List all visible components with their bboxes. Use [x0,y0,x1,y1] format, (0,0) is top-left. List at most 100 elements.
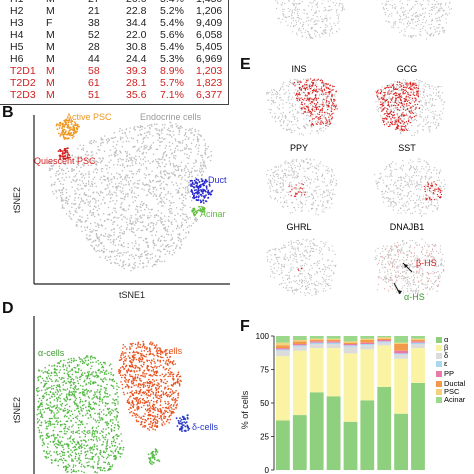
panel-b-tsne: Active PSC Quiescent PSC Endocrine cells… [12,112,230,300]
table-cell-bmi: 24.4 [126,53,147,65]
label-endocrine: Endocrine cells [140,112,202,122]
table-cell-hba1c: 7.1% [160,89,184,101]
y-tick-label: 75 [260,366,269,375]
legend-label: PSC [444,387,460,396]
bar-segment [360,345,375,350]
bar-segment [394,413,408,470]
bar-segment [309,341,324,343]
table-cell-id: H3 [10,17,24,29]
ins-map-expr [292,78,338,127]
bar-segment [394,342,408,344]
bar-segment [377,342,392,346]
bar-segment [276,356,290,421]
table-row: T2D3 M 51 35.6 7.1% 6,377 [6,89,228,101]
bar-segment [360,400,375,470]
quiescent-psc-cluster [57,147,71,160]
table-cell-id: T2D3 [10,89,36,101]
legend-swatch [436,397,442,403]
panel-e-expression-grid: INS GCG PPY SST GHRL DNAJB1 β-HS α-HS [266,0,452,302]
bar-segment [411,344,425,348]
bar-segment [377,336,392,338]
y-tick-label: 0 [265,466,270,474]
table-cell-bmi: 22.8 [126,5,147,17]
sst-map-bg [374,158,446,217]
table-cell-bmi: 39.3 [126,65,147,77]
bar-segment [394,350,408,354]
legend-swatch [436,353,442,359]
table-cell-cells: 9,409 [196,17,223,29]
bar-segment [292,346,307,351]
table-cell-cells: 1,206 [196,5,223,17]
table-cell-bmi: 28.1 [126,77,147,89]
bar-segment [411,340,425,342]
table-cell-bmi: 34.4 [126,17,147,29]
label-active-psc: Active PSC [66,112,112,122]
ppy-map-expr [288,183,306,197]
panel-b-xlabel: tSNE1 [119,290,145,300]
panel-f-ylabel: % of cells [240,390,250,429]
panel-f-chart-area: 0 25 50 75 100 [256,332,425,474]
gene-label-gcg: GCG [397,64,418,74]
bar-segment [343,421,358,470]
panel-e-points [266,0,452,297]
bar-segment [309,342,324,344]
panel-d-points [36,340,191,474]
bar-segment [276,349,290,351]
table-cell-age: 44 [88,53,100,65]
y-tick-label: 25 [260,433,269,442]
bar-segment [292,341,307,345]
annotation-alpha-hs: α-HS [404,292,425,302]
table-cell-age: 58 [88,65,100,77]
table-cell-sex: M [46,53,55,65]
table-cell-hba1c: 5.3% [160,53,184,65]
panel-b-ylabel: tSNE2 [12,187,22,213]
panel-b-letter: B [2,104,14,121]
table-cell-sex: M [46,77,55,89]
bar-segment [326,340,341,342]
table-cell-id: H6 [10,53,24,65]
gene-label-sst: SST [398,143,416,153]
bar-segment [276,342,290,346]
legend-label: Acinar [444,395,466,404]
table-row: H6 M 44 24.4 5.3% 6,969 [6,53,228,65]
table-cell-hba1c: 5.6% [160,29,184,41]
bar-segment [292,350,307,415]
donor-table: H1 M 27 20.6 5.4% 1,450 H2 M 21 22.8 5.2% 1,206 H3 F 3… [6,0,228,101]
gcg-map-expr [375,81,421,132]
bar-segment [360,349,375,401]
bar-segment [292,345,307,347]
table-cell-hba1c: 5.2% [160,5,184,17]
table-cell-hba1c: 5.4% [160,41,184,53]
bar-segment [292,415,307,470]
panel-d-tsne: α-cells β-cells δ-cells tSNE2 [12,316,219,474]
beta-cluster [117,340,182,431]
bar-segment [309,340,324,342]
legend-label: PP [444,369,454,378]
bar-segment [377,340,392,342]
table-cell-sex: M [46,65,55,77]
annotation-beta-hs: β-HS [416,258,437,268]
table-cell-bmi: 22.0 [126,29,147,41]
bar-segment [360,340,375,343]
sample-table-frame [0,0,229,105]
legend-label: α [444,335,449,344]
table-row: T2D2 M 61 28.1 5.7% 1,823 [6,77,228,89]
y-tick-label: 50 [260,399,269,408]
legend-label: Ductal [444,379,466,388]
panel-e-letter: E [240,56,251,73]
panel-f-bar-chart: 0 25 50 75 100 % of cells αβδεPPDuctalPSCAci… [240,332,466,474]
bar-segment [276,420,290,470]
table-cell-cells: 6,377 [196,89,223,101]
top-right-fragment-bg [381,0,452,40]
bar-segment [309,392,324,470]
bar-segment [394,358,408,414]
sst-map-expr [423,181,443,201]
table-cell-age: 38 [88,17,100,29]
legend-label: δ [444,351,448,360]
panel-f-letter: F [240,318,250,335]
top-left-fragment-bg [275,0,345,39]
table-cell-id: H2 [10,5,24,17]
active-psc-cluster [55,118,80,140]
gene-label-ghrl: GHRL [286,222,311,232]
